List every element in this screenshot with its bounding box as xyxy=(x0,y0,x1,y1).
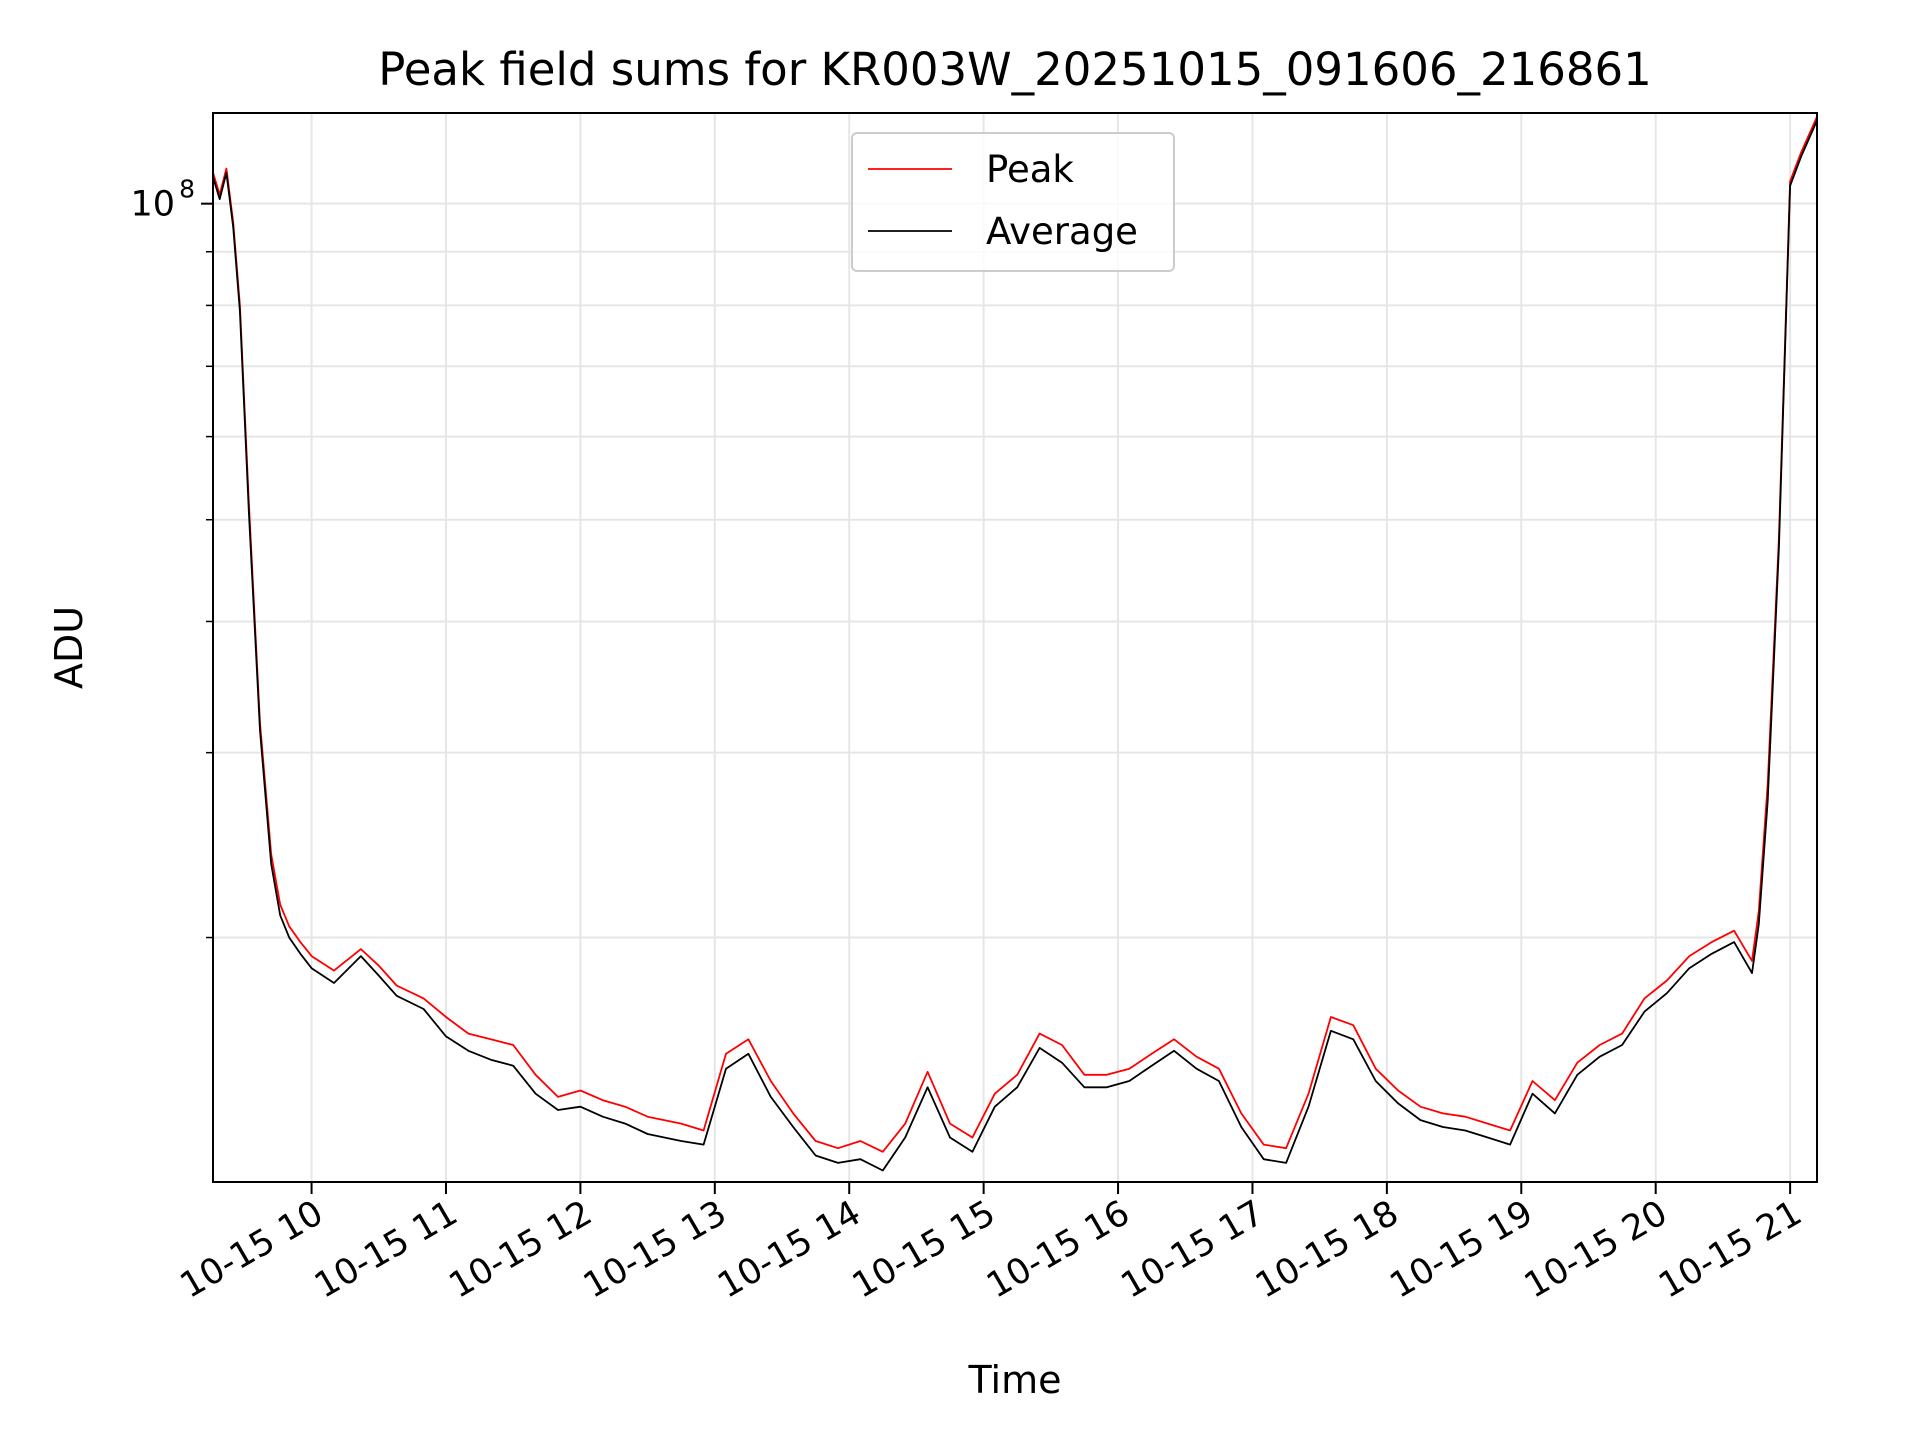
y-tick-label-exponent: 8 xyxy=(179,175,195,204)
series-line-peak xyxy=(212,116,1818,1153)
x-axis-label: Time xyxy=(968,1358,1062,1402)
y-axis-label: ADU xyxy=(47,606,91,689)
chart-title: Peak field sums for KR003W_20251015_0916… xyxy=(378,43,1652,96)
legend-box xyxy=(851,132,1175,272)
series-lines xyxy=(212,116,1818,1172)
plot-frame xyxy=(212,112,1818,1183)
legend-label-average: Average xyxy=(986,210,1138,253)
legend-label-peak: Peak xyxy=(986,148,1074,191)
series-line-average xyxy=(212,120,1818,1172)
y-tick-label: 10 xyxy=(130,185,175,225)
legend: Peak Average xyxy=(851,132,1175,272)
grid xyxy=(213,113,1817,1182)
